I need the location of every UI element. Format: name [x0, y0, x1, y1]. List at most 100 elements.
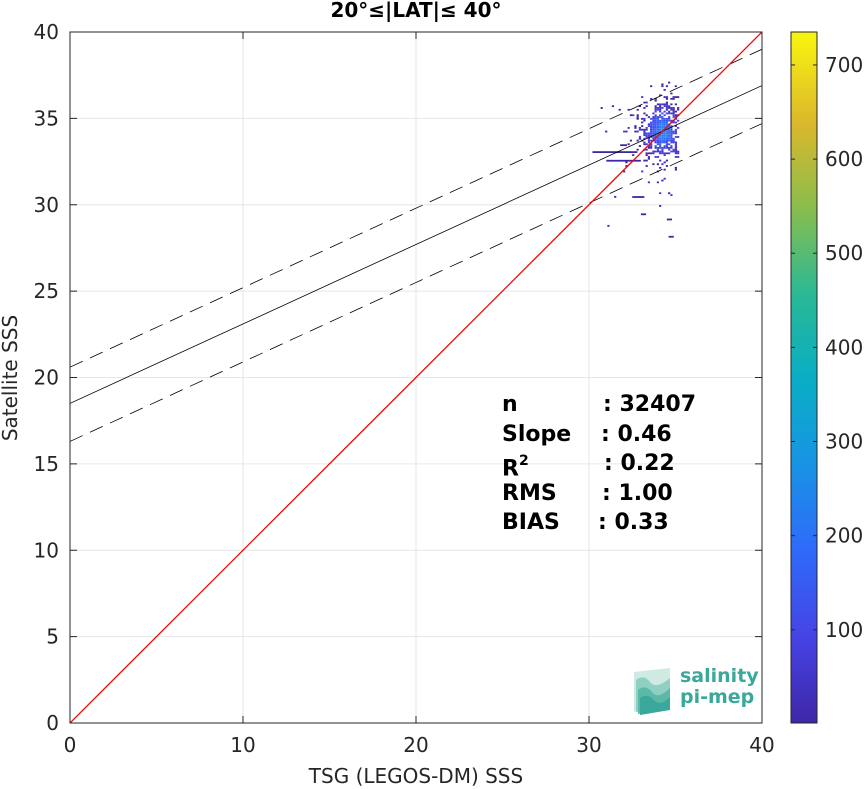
density-cell — [652, 119, 655, 122]
density-cell — [674, 103, 678, 106]
density-cell — [665, 136, 669, 138]
density-cell — [670, 134, 673, 137]
density-cell — [674, 114, 678, 117]
density-cell — [650, 152, 653, 155]
density-cell — [654, 156, 657, 158]
density-cell — [632, 114, 635, 117]
density-cell — [672, 116, 675, 118]
density-cell — [659, 107, 662, 109]
density-cell — [652, 163, 655, 166]
density-cell — [652, 116, 655, 118]
density-cell — [668, 137, 671, 140]
density-cell — [654, 125, 657, 127]
density-cell — [656, 130, 660, 133]
density-cell — [659, 152, 662, 155]
density-cell — [659, 128, 662, 131]
density-cell — [652, 132, 655, 135]
density-cell — [659, 137, 662, 140]
density-cell — [665, 121, 669, 124]
density-cell — [654, 127, 657, 129]
density-cell — [668, 148, 671, 151]
density-cell — [663, 146, 666, 149]
density-cell — [636, 130, 639, 133]
colorbar-ticks: 100 200 300 400 500 600 700 — [791, 53, 863, 642]
stat-label: BIAS — [502, 510, 560, 535]
colorbar — [790, 31, 818, 724]
density-cell — [656, 128, 660, 131]
density-cell — [654, 107, 657, 109]
density-cell — [665, 117, 669, 120]
identity-line — [70, 32, 762, 723]
density-cell — [665, 143, 669, 146]
density-cell — [645, 134, 648, 137]
density-cell — [661, 107, 664, 109]
density-cell — [643, 112, 646, 115]
density-cell — [670, 97, 673, 100]
density-cell — [641, 121, 644, 124]
density-cell — [652, 125, 655, 127]
density-cell — [659, 123, 662, 126]
density-cell — [650, 143, 653, 146]
density-cell — [674, 156, 678, 158]
density-cell — [638, 137, 642, 140]
density-cell — [665, 146, 669, 149]
density-cell — [668, 134, 671, 137]
density-cell — [665, 119, 669, 122]
density-cell — [661, 121, 664, 124]
density-cell — [663, 96, 666, 98]
density-cell — [661, 128, 664, 131]
density-cell — [668, 81, 671, 84]
density-cell — [661, 134, 664, 137]
density-cell — [647, 134, 651, 137]
density-cell — [645, 101, 648, 104]
density-cell — [661, 103, 664, 106]
density-cell — [650, 121, 653, 124]
density-cell — [663, 117, 666, 120]
density-cell — [659, 136, 662, 138]
density-cell — [670, 103, 673, 106]
density-cell — [666, 218, 673, 221]
density-cell — [663, 137, 666, 140]
density-cell — [650, 128, 653, 131]
density-cell — [656, 108, 660, 111]
density-cell — [654, 97, 657, 100]
density-cell — [672, 121, 675, 124]
density-cell — [638, 127, 642, 129]
density-cell — [670, 107, 673, 109]
density-cell — [634, 127, 637, 129]
y-tick-label: 15 — [34, 452, 59, 476]
density-cell — [659, 205, 662, 207]
density-cell — [656, 121, 660, 124]
density-cell — [668, 130, 671, 133]
density-cell — [668, 192, 671, 195]
stat-superscript: 2 — [518, 453, 529, 469]
density-cell — [654, 108, 657, 111]
density-cell — [674, 132, 678, 135]
density-cell — [674, 168, 678, 171]
density-cell — [605, 130, 608, 133]
density-cell — [665, 159, 669, 162]
density-cell — [656, 148, 660, 151]
density-cell — [661, 179, 664, 182]
density-cell — [650, 85, 653, 88]
density-cell — [636, 117, 639, 120]
density-cell — [670, 108, 673, 111]
density-cell — [665, 105, 669, 108]
density-cell — [659, 150, 662, 153]
density-cell — [670, 132, 673, 135]
density-layer — [592, 81, 680, 238]
y-tick-label: 10 — [34, 538, 59, 562]
density-cell — [670, 125, 673, 127]
density-cell — [636, 139, 639, 142]
density-cell — [652, 127, 655, 129]
density-cell — [659, 134, 662, 137]
density-cell — [629, 139, 633, 142]
colorbar-tick-label: 100 — [825, 618, 863, 642]
density-cell — [647, 181, 651, 184]
y-tick-label: 20 — [34, 366, 59, 390]
density-cell — [677, 96, 680, 98]
fit-line — [70, 85, 762, 404]
density-cell — [674, 146, 678, 149]
density-cell — [654, 119, 657, 122]
